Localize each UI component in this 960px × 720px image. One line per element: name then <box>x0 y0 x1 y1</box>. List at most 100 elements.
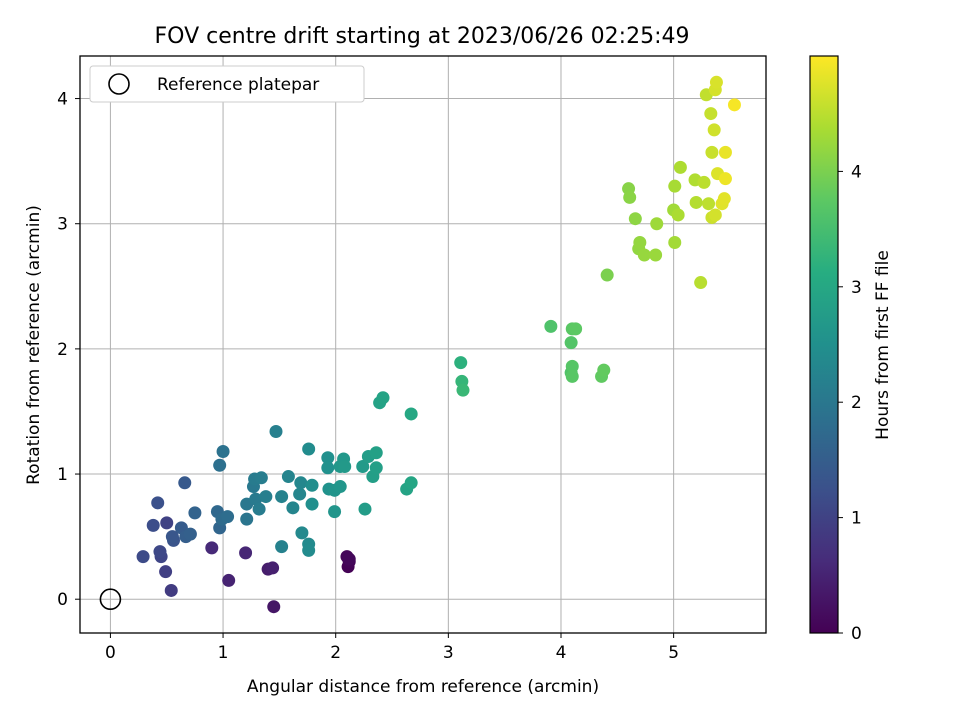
data-point <box>252 502 266 516</box>
x-tick-label: 4 <box>556 643 567 663</box>
data-point <box>136 550 150 564</box>
data-point <box>160 516 174 530</box>
legend: Reference platepar <box>89 65 365 103</box>
data-point <box>159 565 173 579</box>
data-point <box>222 573 236 587</box>
data-point <box>205 541 219 555</box>
data-point <box>569 322 583 336</box>
data-point <box>565 369 579 383</box>
data-point <box>213 458 227 472</box>
colorbar-gradient <box>809 55 839 634</box>
x-tick-label: 3 <box>443 643 454 663</box>
data-point <box>342 552 356 566</box>
data-point <box>717 192 731 206</box>
legend-marker <box>108 73 130 95</box>
colorbar-tick-label: 2 <box>851 393 862 413</box>
data-point <box>369 461 383 475</box>
y-axis-ticks: 0 1 2 3 4 <box>57 90 80 610</box>
x-tick-label: 5 <box>668 643 679 663</box>
data-point <box>165 530 179 544</box>
data-point <box>668 235 682 249</box>
data-point <box>671 208 685 222</box>
data-point <box>650 217 664 231</box>
y-tick-label: 4 <box>57 90 68 110</box>
data-point <box>221 510 235 524</box>
y-axis-label: Rotation from reference (arcmin) <box>24 205 44 485</box>
data-point <box>151 496 165 510</box>
data-point <box>704 107 718 121</box>
data-point <box>454 356 468 370</box>
chart-title: FOV centre drift starting at 2023/06/26 … <box>155 24 690 49</box>
legend-entry: Reference platepar <box>157 75 319 95</box>
x-axis-ticks: 0 1 2 3 4 5 <box>105 633 679 663</box>
data-point <box>254 471 268 485</box>
data-point <box>597 363 611 377</box>
x-tick-label: 2 <box>330 643 341 663</box>
data-point <box>623 190 637 204</box>
data-point <box>293 487 307 501</box>
data-point <box>727 98 741 112</box>
data-point <box>694 276 708 290</box>
colorbar: 0 1 2 3 4 Hours from first FF file <box>809 55 893 644</box>
data-point <box>673 160 687 174</box>
data-point <box>188 506 202 520</box>
data-point <box>369 446 383 460</box>
colorbar-tick-label: 3 <box>851 278 862 298</box>
data-point <box>456 383 470 397</box>
data-point <box>240 512 254 526</box>
colorbar-tick-label: 0 <box>851 624 862 644</box>
y-tick-label: 0 <box>57 590 68 610</box>
data-point <box>702 197 716 211</box>
data-point <box>153 545 167 559</box>
data-point <box>633 235 647 249</box>
data-points <box>136 75 741 614</box>
data-point <box>328 505 342 519</box>
data-point <box>286 501 300 515</box>
data-point <box>259 490 273 504</box>
x-tick-label: 0 <box>105 643 116 663</box>
data-point <box>668 179 682 193</box>
reference-marker <box>99 588 122 611</box>
data-point <box>295 526 309 540</box>
data-point <box>164 583 178 597</box>
data-point <box>281 470 295 484</box>
data-point <box>404 407 418 421</box>
data-point <box>321 461 335 475</box>
data-point <box>356 460 370 474</box>
data-point <box>305 478 319 492</box>
data-point <box>333 480 347 494</box>
data-point <box>275 540 289 554</box>
data-point <box>697 175 711 189</box>
data-point <box>183 527 197 541</box>
data-point <box>178 476 192 490</box>
data-point <box>267 600 281 614</box>
legend-box <box>89 65 365 103</box>
colorbar-tick-label: 4 <box>851 162 862 182</box>
data-point <box>358 502 372 516</box>
data-point <box>705 145 719 159</box>
data-point <box>239 546 253 560</box>
data-point <box>305 497 319 511</box>
colorbar-label: Hours from first FF file <box>873 250 893 440</box>
data-point <box>146 518 160 532</box>
data-point <box>338 460 352 474</box>
data-point <box>216 445 230 459</box>
data-point <box>564 336 578 350</box>
reference-point <box>99 588 122 611</box>
x-axis-label: Angular distance from reference (arcmin) <box>247 677 599 697</box>
data-point <box>294 476 308 490</box>
data-point <box>275 490 289 504</box>
colorbar-ticks: 0 1 2 3 4 <box>838 162 862 644</box>
plot-frame <box>79 55 767 634</box>
y-tick-label: 3 <box>57 215 68 235</box>
y-tick-label: 1 <box>57 465 68 485</box>
data-point <box>600 268 614 282</box>
data-point <box>302 442 316 456</box>
data-point <box>718 145 732 159</box>
data-point <box>718 172 732 186</box>
data-point <box>376 391 390 405</box>
data-point <box>249 492 263 506</box>
data-point <box>649 248 663 262</box>
data-point <box>708 208 722 222</box>
